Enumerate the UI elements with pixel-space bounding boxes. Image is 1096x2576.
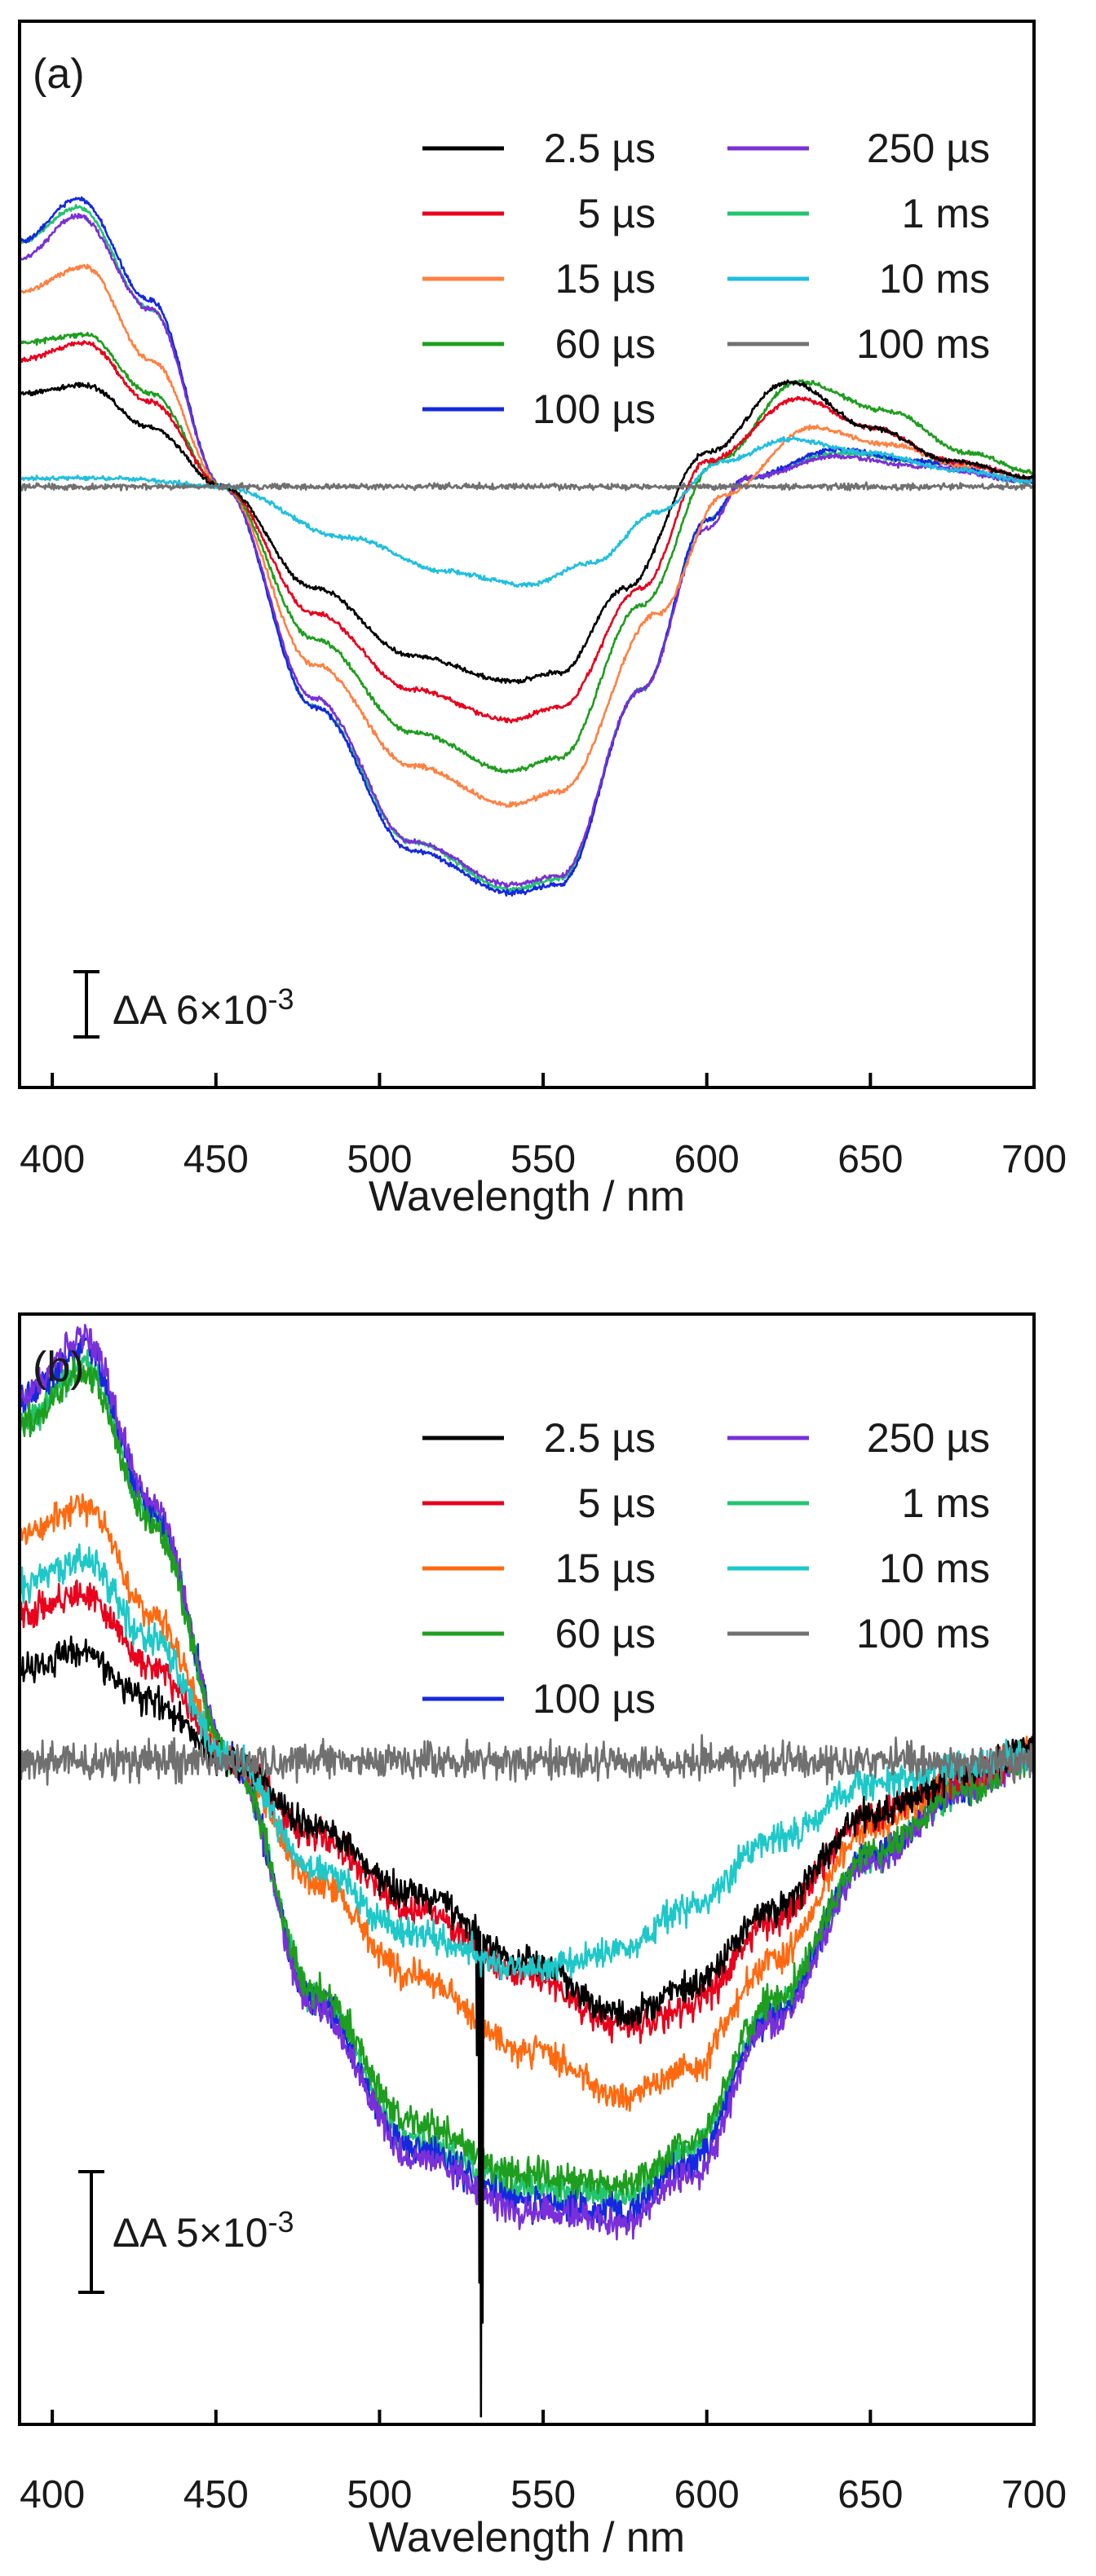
plot-frame-b — [18, 1312, 1036, 2426]
x-tick-label-b-450: 450 — [183, 2473, 249, 2516]
legend-item-a-7: 10 ms — [727, 256, 990, 302]
legend-label: 2.5 µs — [544, 1415, 656, 1461]
legend-a: 2.5 µs 5 µs 15 µs 60 µs 100 µs 250 µs 1 ms 10 m… — [422, 126, 990, 432]
chart-panel-b: 400 450 500 550 600 650 700 (b) Wavelength / n… — [18, 1312, 1067, 2561]
scale-bar-label-b: ΔA 5×10-3 — [113, 2205, 294, 2256]
legend-item-a-5: 250 µs — [727, 126, 990, 171]
scale-bar-label-exponent-b: -3 — [268, 2205, 294, 2239]
legend-item-a-3: 60 µs — [422, 321, 656, 367]
x-tick-label-a-450: 450 — [183, 1138, 249, 1181]
x-tick-label-b-650: 650 — [837, 2473, 903, 2516]
scale-bar-label-prefix-a: ΔA 6×10 — [113, 987, 268, 1033]
x-tick-label-b-500: 500 — [347, 2473, 412, 2516]
scale-bar-a: ΔA 6×10-3 — [73, 970, 294, 1039]
legend-label: 250 µs — [867, 1415, 990, 1461]
series-line-a-2-5-s — [20, 379, 1034, 685]
legend-item-b-7: 10 ms — [727, 1546, 990, 1591]
legend-b: 2.5 µs 5 µs 15 µs 60 µs 100 µs 250 µs 1 ms 10 m… — [422, 1415, 990, 1722]
legend-item-b-6: 1 ms — [727, 1480, 990, 1526]
series-line-a-60-s — [20, 331, 1034, 774]
chart-panel-a: 400 450 500 550 600 650 700 (a) Wavelength / n… — [18, 20, 1067, 1220]
scale-bar-label-a: ΔA 6×10-3 — [113, 982, 294, 1033]
x-tick-label-a-600: 600 — [674, 1138, 740, 1181]
x-tick-label-a-650: 650 — [837, 1138, 903, 1181]
legend-label: 5 µs — [577, 191, 656, 236]
x-ticks-b: 400 450 500 550 600 650 700 — [20, 2410, 1067, 2516]
x-tick-label-b-400: 400 — [20, 2473, 85, 2516]
legend-item-a-2: 15 µs — [422, 256, 656, 302]
series-line-b-15-s — [20, 1493, 1034, 2112]
legend-item-b-4: 100 µs — [422, 1676, 656, 1722]
legend-label: 100 ms — [856, 321, 990, 367]
legend-item-b-8: 100 ms — [727, 1611, 990, 1656]
legend-item-b-2: 15 µs — [422, 1546, 656, 1591]
legend-label: 5 µs — [577, 1480, 656, 1526]
legend-item-b-5: 250 µs — [727, 1415, 990, 1461]
legend-label: 250 µs — [867, 126, 990, 171]
scale-bar-label-exponent-a: -3 — [268, 982, 294, 1016]
legend-item-a-1: 5 µs — [422, 191, 656, 236]
legend-item-b-1: 5 µs — [422, 1480, 656, 1526]
legend-item-a-8: 100 ms — [727, 321, 990, 367]
series-line-a-100-ms — [20, 481, 1034, 492]
x-tick-label-a-400: 400 — [20, 1138, 85, 1181]
x-tick-label-b-700: 700 — [1001, 2473, 1067, 2516]
legend-label: 15 µs — [555, 256, 656, 302]
legend-item-a-0: 2.5 µs — [422, 126, 656, 171]
series-line-a-250-s — [20, 213, 1034, 889]
x-tick-label-b-550: 550 — [510, 2473, 576, 2516]
traces-b — [20, 1324, 1034, 2418]
series-layer-b — [20, 1324, 1034, 2418]
series-line-b-60-s — [20, 1356, 1034, 2200]
legend-item-a-4: 100 µs — [422, 386, 656, 432]
series-line-b-100-ms — [20, 1734, 1034, 1788]
panel-label-b: (b) — [33, 1343, 85, 1391]
legend-label: 60 µs — [555, 1611, 656, 1656]
legend-label: 100 µs — [533, 1676, 656, 1722]
series-layer-a — [20, 196, 1034, 897]
legend-label: 10 ms — [879, 1546, 990, 1591]
x-ticks-a: 400 450 500 550 600 650 700 — [20, 1073, 1067, 1181]
x-axis-label-b: Wavelength / nm — [369, 2514, 685, 2561]
panel-label-a: (a) — [33, 51, 85, 98]
legend-item-b-3: 60 µs — [422, 1611, 656, 1656]
x-tick-label-a-500: 500 — [347, 1138, 412, 1181]
scale-bar-b: ΔA 5×10-3 — [78, 2170, 294, 2294]
legend-label: 1 ms — [902, 1480, 990, 1526]
legend-label: 100 µs — [533, 386, 656, 432]
legend-label: 60 µs — [555, 321, 656, 367]
series-line-b-2-5-s — [20, 1635, 1034, 2418]
series-line-a-15-s — [20, 263, 1034, 808]
x-tick-label-b-600: 600 — [674, 2473, 740, 2516]
legend-label: 15 µs — [555, 1546, 656, 1591]
legend-label: 1 ms — [902, 191, 990, 236]
legend-label: 10 ms — [879, 256, 990, 302]
legend-item-b-0: 2.5 µs — [422, 1415, 656, 1461]
scale-bar-label-prefix-b: ΔA 5×10 — [113, 2210, 268, 2256]
legend-label: 100 ms — [856, 1611, 990, 1656]
x-tick-label-a-700: 700 — [1001, 1138, 1067, 1181]
series-line-b-10-ms — [20, 1543, 1034, 1983]
series-line-a-10-ms — [20, 435, 1034, 588]
plot-frame-a — [18, 20, 1036, 1089]
legend-label: 2.5 µs — [544, 126, 656, 171]
traces-a — [20, 196, 1034, 897]
legend-item-a-6: 1 ms — [727, 191, 990, 236]
x-axis-label-a: Wavelength / nm — [369, 1173, 685, 1220]
x-tick-label-a-550: 550 — [510, 1138, 576, 1181]
